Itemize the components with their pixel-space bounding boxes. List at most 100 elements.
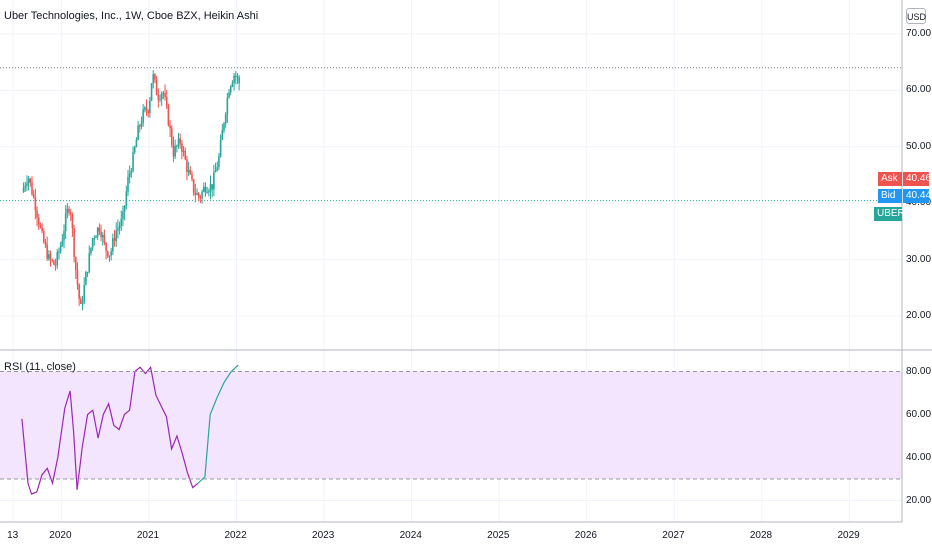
candle-body [213,172,215,190]
price-tick: 60.00 [906,84,932,96]
candle-body [123,205,126,212]
candle-body [34,197,37,211]
candle-body [147,110,150,114]
candle-body [130,171,133,174]
candle-body [29,178,32,183]
candle-body [58,251,60,253]
candle-body [238,77,240,84]
candle-body [133,147,136,153]
candle-body [31,182,33,195]
candle-body [115,230,118,241]
candle-body [170,128,173,145]
candle-body [64,213,67,232]
time-tick: 2022 [224,530,247,541]
candle-body [80,298,82,304]
candle-body [69,212,72,215]
candle-body [108,255,111,257]
candle-body [140,123,143,127]
candle-body [164,92,166,98]
candle-body [122,211,124,219]
candle-body [44,242,47,245]
candle-body [96,227,99,237]
candle-body [214,170,217,173]
candle-body [86,271,89,273]
rsi-tick: 80.00 [906,365,932,377]
candle-body [110,251,112,256]
candle-body [201,191,203,199]
currency-button[interactable]: USD [906,8,926,24]
time-tick: 2024 [399,530,422,541]
candle-body [219,139,222,157]
candlesticks [22,70,240,311]
candle-body [145,107,148,111]
candle-body [211,184,213,190]
candle-body [135,139,138,148]
candle-body [204,186,207,193]
candle-body [61,240,64,246]
candle-body [39,224,42,228]
rsi-indicator-label[interactable]: RSI (11, close) [4,361,76,373]
candle-body [91,238,94,248]
time-tick: 2028 [749,530,773,541]
candle-body [218,156,220,168]
time-tick: 2027 [662,530,685,541]
candle-body [236,76,239,78]
candle-body [197,193,200,198]
candle-body [68,208,70,213]
rsi-band [0,371,902,479]
candle-body [159,99,161,101]
candle-body [229,86,232,93]
candle-body [100,231,102,238]
candle-body [138,125,141,127]
price-tick: 50.00 [906,140,932,152]
candle-body [93,238,96,240]
candle-body [74,257,77,271]
candle-body [154,74,156,80]
price-levels [0,67,902,202]
candle-body [216,167,219,171]
candle-body [181,143,183,152]
candle-body [199,197,202,199]
rsi-tick: 60.00 [906,408,932,420]
bid-value: 40.44 [903,189,931,203]
candle-body [54,264,57,266]
candle-body [76,270,79,285]
candle-body [162,92,165,94]
candle-body [144,107,146,110]
bid-label: Bid [878,189,902,203]
candle-body [78,284,80,299]
candle-body [83,285,86,303]
candle-body [85,272,87,286]
ask-label: Ask [878,172,902,186]
candle-body [157,95,160,100]
ask-value: 40.46 [903,172,931,186]
candle-body [66,208,69,214]
candle-body [137,125,139,140]
candle-body [167,105,170,126]
candle-body [73,228,75,258]
candle-body [32,194,35,198]
candle-body [191,174,193,180]
candle-body [24,185,27,188]
candle-body [192,179,195,193]
candle-body [46,244,48,259]
price-tick: 20.00 [906,310,932,322]
candle-body [196,193,198,195]
candle-body [194,192,197,195]
rsi-line-purple [21,365,199,495]
candle-body [51,259,54,261]
time-tick: 2026 [574,530,597,541]
time-tick: 2021 [136,530,160,541]
candle-body [155,79,158,96]
candle-body [172,144,175,157]
candle-body [95,236,97,239]
candle-body [169,125,171,129]
candle-body [221,130,224,140]
candle-body [63,231,65,241]
candle-body [176,145,178,147]
candle-body [228,92,230,98]
candle-body [125,191,128,206]
candle-body [118,226,121,229]
time-tick: 2029 [837,530,860,541]
